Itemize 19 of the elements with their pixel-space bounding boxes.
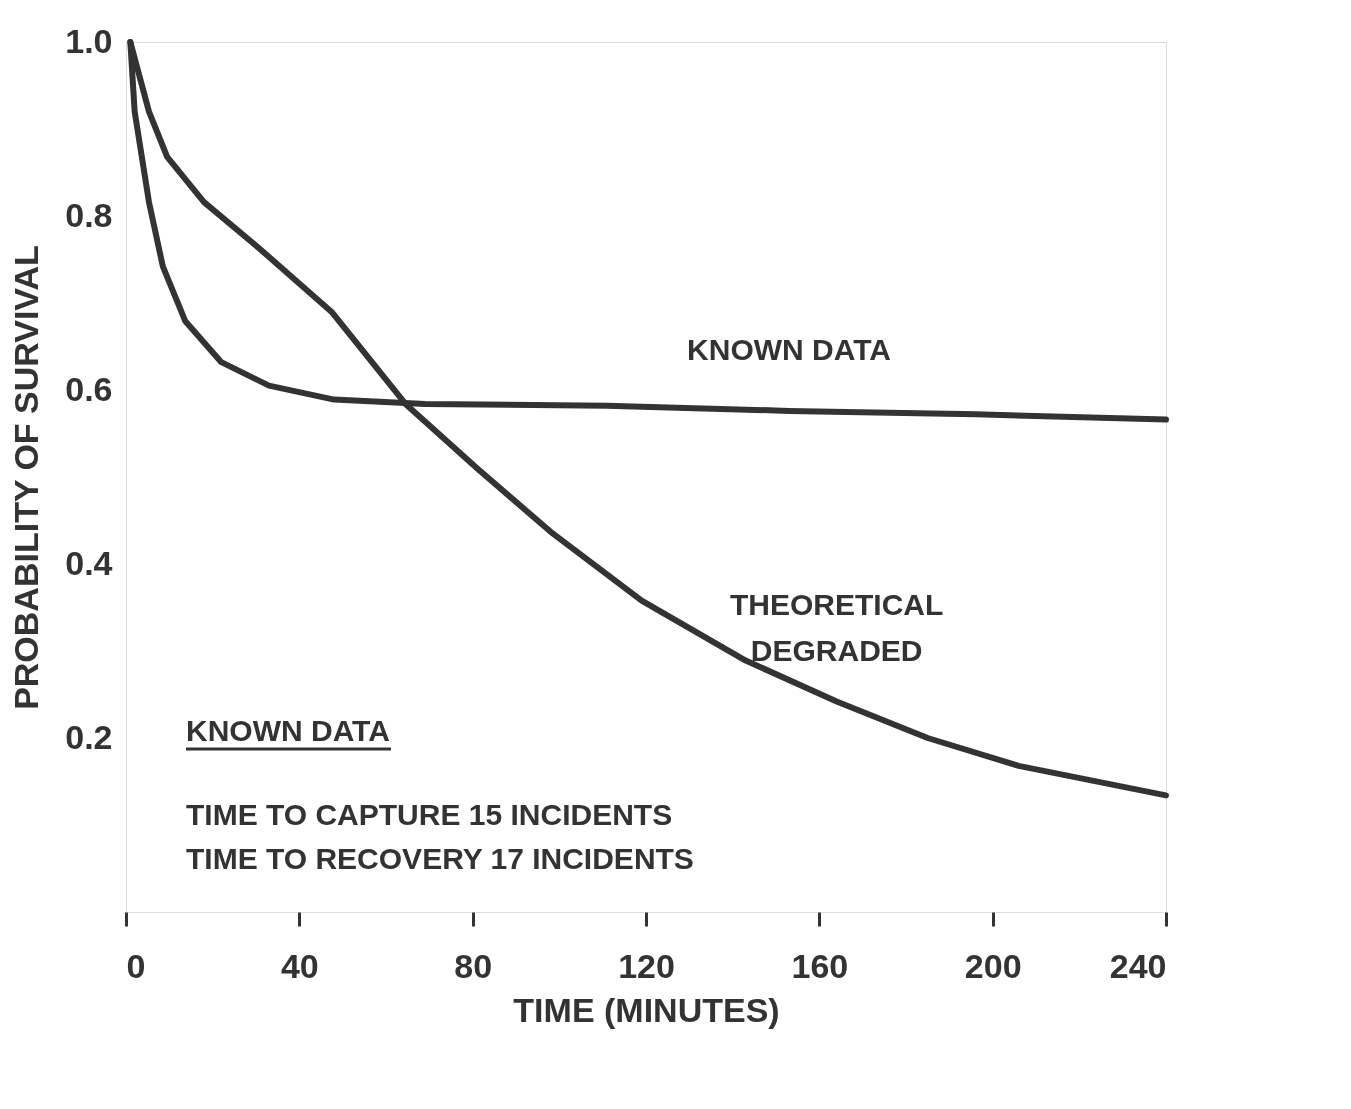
y-tick-label: 0.8: [65, 195, 113, 234]
x-tick-label: 40: [280, 946, 319, 985]
series-label: THEORETICAL DEGRADED: [730, 588, 944, 668]
y-tick-label: 0.2: [65, 717, 113, 756]
y-tick-label: 0.4: [65, 543, 113, 582]
annotation: TIME TO RECOVERY 17 INCIDENTS: [186, 842, 694, 875]
y-tick-label: 1.0: [65, 21, 113, 60]
y-axis-title: PROBABILITY OF SURVIVAL: [7, 245, 46, 710]
annotation: KNOWN DATA: [186, 714, 390, 747]
x-tick-label: 240: [1109, 946, 1167, 985]
x-tick-label: 120: [618, 946, 675, 985]
y-tick-label: 0.6: [65, 369, 113, 408]
series-label: KNOWN DATA: [687, 332, 891, 366]
x-tick-label: 200: [964, 946, 1022, 985]
annotation: TIME TO CAPTURE 15 INCIDENTS: [186, 798, 673, 831]
x-tick-label: 0: [126, 946, 146, 985]
x-tick-label: 80: [454, 946, 493, 985]
x-tick-label: 160: [791, 946, 849, 985]
x-axis-title: TIME (MINUTES): [513, 990, 780, 1029]
